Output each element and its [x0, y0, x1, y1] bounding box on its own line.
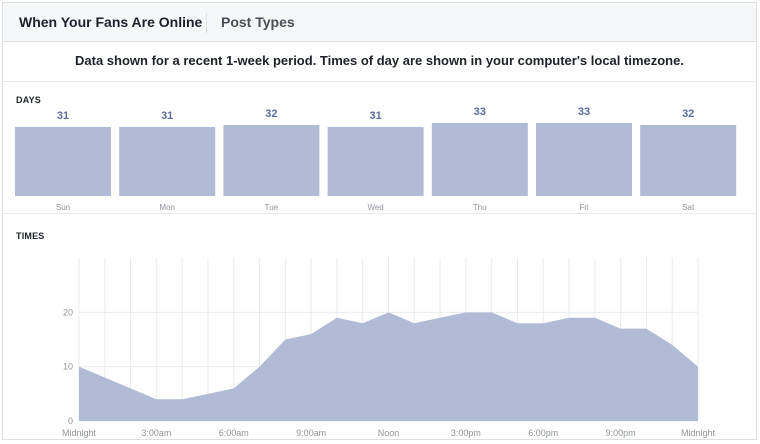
bar-value-label: 33 — [474, 106, 486, 118]
bar-category-label: Tue — [265, 203, 279, 212]
bar-value-label: 31 — [369, 110, 381, 122]
bar-category-label: Thu — [473, 203, 487, 212]
fans-online-area — [79, 312, 698, 421]
bar-tue — [223, 125, 320, 196]
tab-separator — [206, 13, 207, 33]
bar-value-label: 31 — [57, 110, 69, 122]
bar-sat — [640, 125, 737, 196]
timezone-notice: Data shown for a recent 1-week period. T… — [3, 41, 756, 82]
bar-category-label: Sat — [682, 203, 695, 212]
tab-when-fans-online[interactable]: When Your Fans Are Online — [19, 14, 203, 30]
x-tick-label: Noon — [378, 428, 400, 438]
x-tick-label: 6:00am — [219, 428, 249, 438]
bar-category-label: Wed — [367, 203, 383, 212]
section-divider — [3, 213, 756, 214]
bar-thu — [431, 123, 528, 196]
tab-bar: When Your Fans Are Online Post Types — [3, 3, 756, 42]
x-tick-label: 3:00am — [141, 428, 171, 438]
y-tick-label: 0 — [68, 416, 73, 426]
bar-wed — [327, 127, 424, 196]
times-section-label: TIMES — [16, 231, 45, 241]
x-tick-label: Midnight — [62, 428, 97, 438]
y-tick-label: 10 — [63, 362, 73, 372]
bar-sun — [15, 127, 111, 196]
bar-value-label: 32 — [682, 108, 694, 120]
bar-value-label: 31 — [161, 110, 173, 122]
bar-mon — [119, 127, 216, 196]
bar-value-label: 33 — [578, 106, 590, 118]
bar-category-label: Mon — [159, 203, 175, 212]
bar-value-label: 32 — [265, 108, 277, 120]
bar-fri — [536, 123, 632, 196]
bar-category-label: Fri — [579, 203, 589, 212]
tab-post-types[interactable]: Post Types — [221, 14, 295, 30]
x-tick-label: 9:00pm — [606, 428, 636, 438]
y-tick-label: 20 — [63, 307, 73, 317]
bar-category-label: Sun — [56, 203, 70, 212]
x-tick-label: 9:00am — [296, 428, 326, 438]
x-tick-label: 3:00pm — [451, 428, 481, 438]
x-tick-label: Midnight — [681, 428, 716, 438]
x-tick-label: 6:00pm — [528, 428, 558, 438]
days-section-label: DAYS — [16, 95, 41, 105]
